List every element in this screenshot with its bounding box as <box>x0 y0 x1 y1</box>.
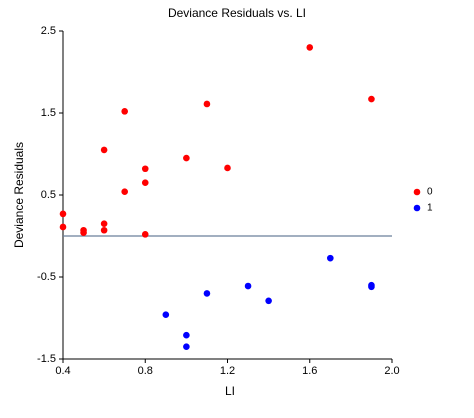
y-tick-label: -0.5 <box>37 271 56 283</box>
point <box>100 220 108 227</box>
point <box>203 100 211 108</box>
point <box>141 165 149 173</box>
y-tick-label: 0.5 <box>41 189 56 201</box>
point <box>59 210 67 218</box>
point <box>203 290 211 297</box>
point <box>183 154 190 162</box>
x-tick-label: 0.4 <box>55 365 70 377</box>
point <box>368 95 375 103</box>
point <box>368 283 375 291</box>
point <box>224 164 231 172</box>
x-tick-label: 2.0 <box>384 365 399 377</box>
point <box>141 231 149 238</box>
point <box>162 311 170 319</box>
point <box>100 146 108 154</box>
y-tick-label: 1.5 <box>41 107 56 119</box>
point <box>59 223 67 231</box>
legend-label: 0 <box>427 187 433 198</box>
x-tick-label: 1.2 <box>220 365 235 377</box>
x-tick-label: 1.6 <box>302 365 317 377</box>
point <box>183 331 190 339</box>
y-tick-label: -1.5 <box>37 353 56 365</box>
chart-title: Deviance Residuals vs. LI <box>168 6 306 20</box>
point <box>265 297 272 305</box>
legend-marker <box>413 188 421 196</box>
legend-label: 1 <box>427 203 433 214</box>
point <box>100 226 108 234</box>
point <box>306 44 314 51</box>
point <box>141 179 149 186</box>
y-axis-label: Deviance Residuals <box>12 142 26 248</box>
point <box>80 229 87 237</box>
y-tick-label: 2.5 <box>41 25 56 37</box>
point <box>121 108 128 115</box>
point <box>327 254 334 262</box>
point <box>121 188 128 196</box>
point <box>244 282 252 290</box>
legend-marker <box>413 204 421 212</box>
x-axis-label: LI <box>225 384 235 398</box>
x-tick-label: 0.8 <box>138 365 153 377</box>
point <box>183 343 190 351</box>
